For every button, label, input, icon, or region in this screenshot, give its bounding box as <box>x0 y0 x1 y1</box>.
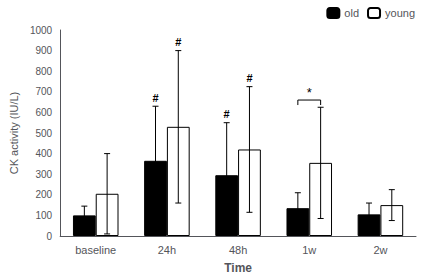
svg-text:700: 700 <box>35 86 52 97</box>
svg-text:48h: 48h <box>229 244 247 256</box>
svg-text:1000: 1000 <box>30 25 53 36</box>
svg-text:600: 600 <box>35 107 52 118</box>
svg-text:#: # <box>152 92 158 104</box>
svg-text:0: 0 <box>47 231 53 242</box>
svg-text:300: 300 <box>35 169 52 180</box>
svg-text:400: 400 <box>35 148 52 159</box>
svg-text:24h: 24h <box>158 244 176 256</box>
svg-text:100: 100 <box>35 210 52 221</box>
svg-text:young: young <box>385 7 415 19</box>
svg-text:old: old <box>344 7 359 19</box>
svg-text:*: * <box>307 85 312 100</box>
svg-text:#: # <box>246 72 252 84</box>
svg-text:#: # <box>224 108 230 120</box>
svg-text:#: # <box>175 36 181 48</box>
svg-text:baseline: baseline <box>75 244 116 256</box>
svg-text:CK activity (IU/L): CK activity (IU/L) <box>8 92 20 175</box>
svg-text:2w: 2w <box>373 244 387 256</box>
svg-text:Time: Time <box>224 261 252 275</box>
svg-text:800: 800 <box>35 66 52 77</box>
svg-text:500: 500 <box>35 128 52 139</box>
svg-text:1w: 1w <box>302 244 316 256</box>
svg-text:900: 900 <box>35 45 52 56</box>
svg-text:200: 200 <box>35 189 52 200</box>
